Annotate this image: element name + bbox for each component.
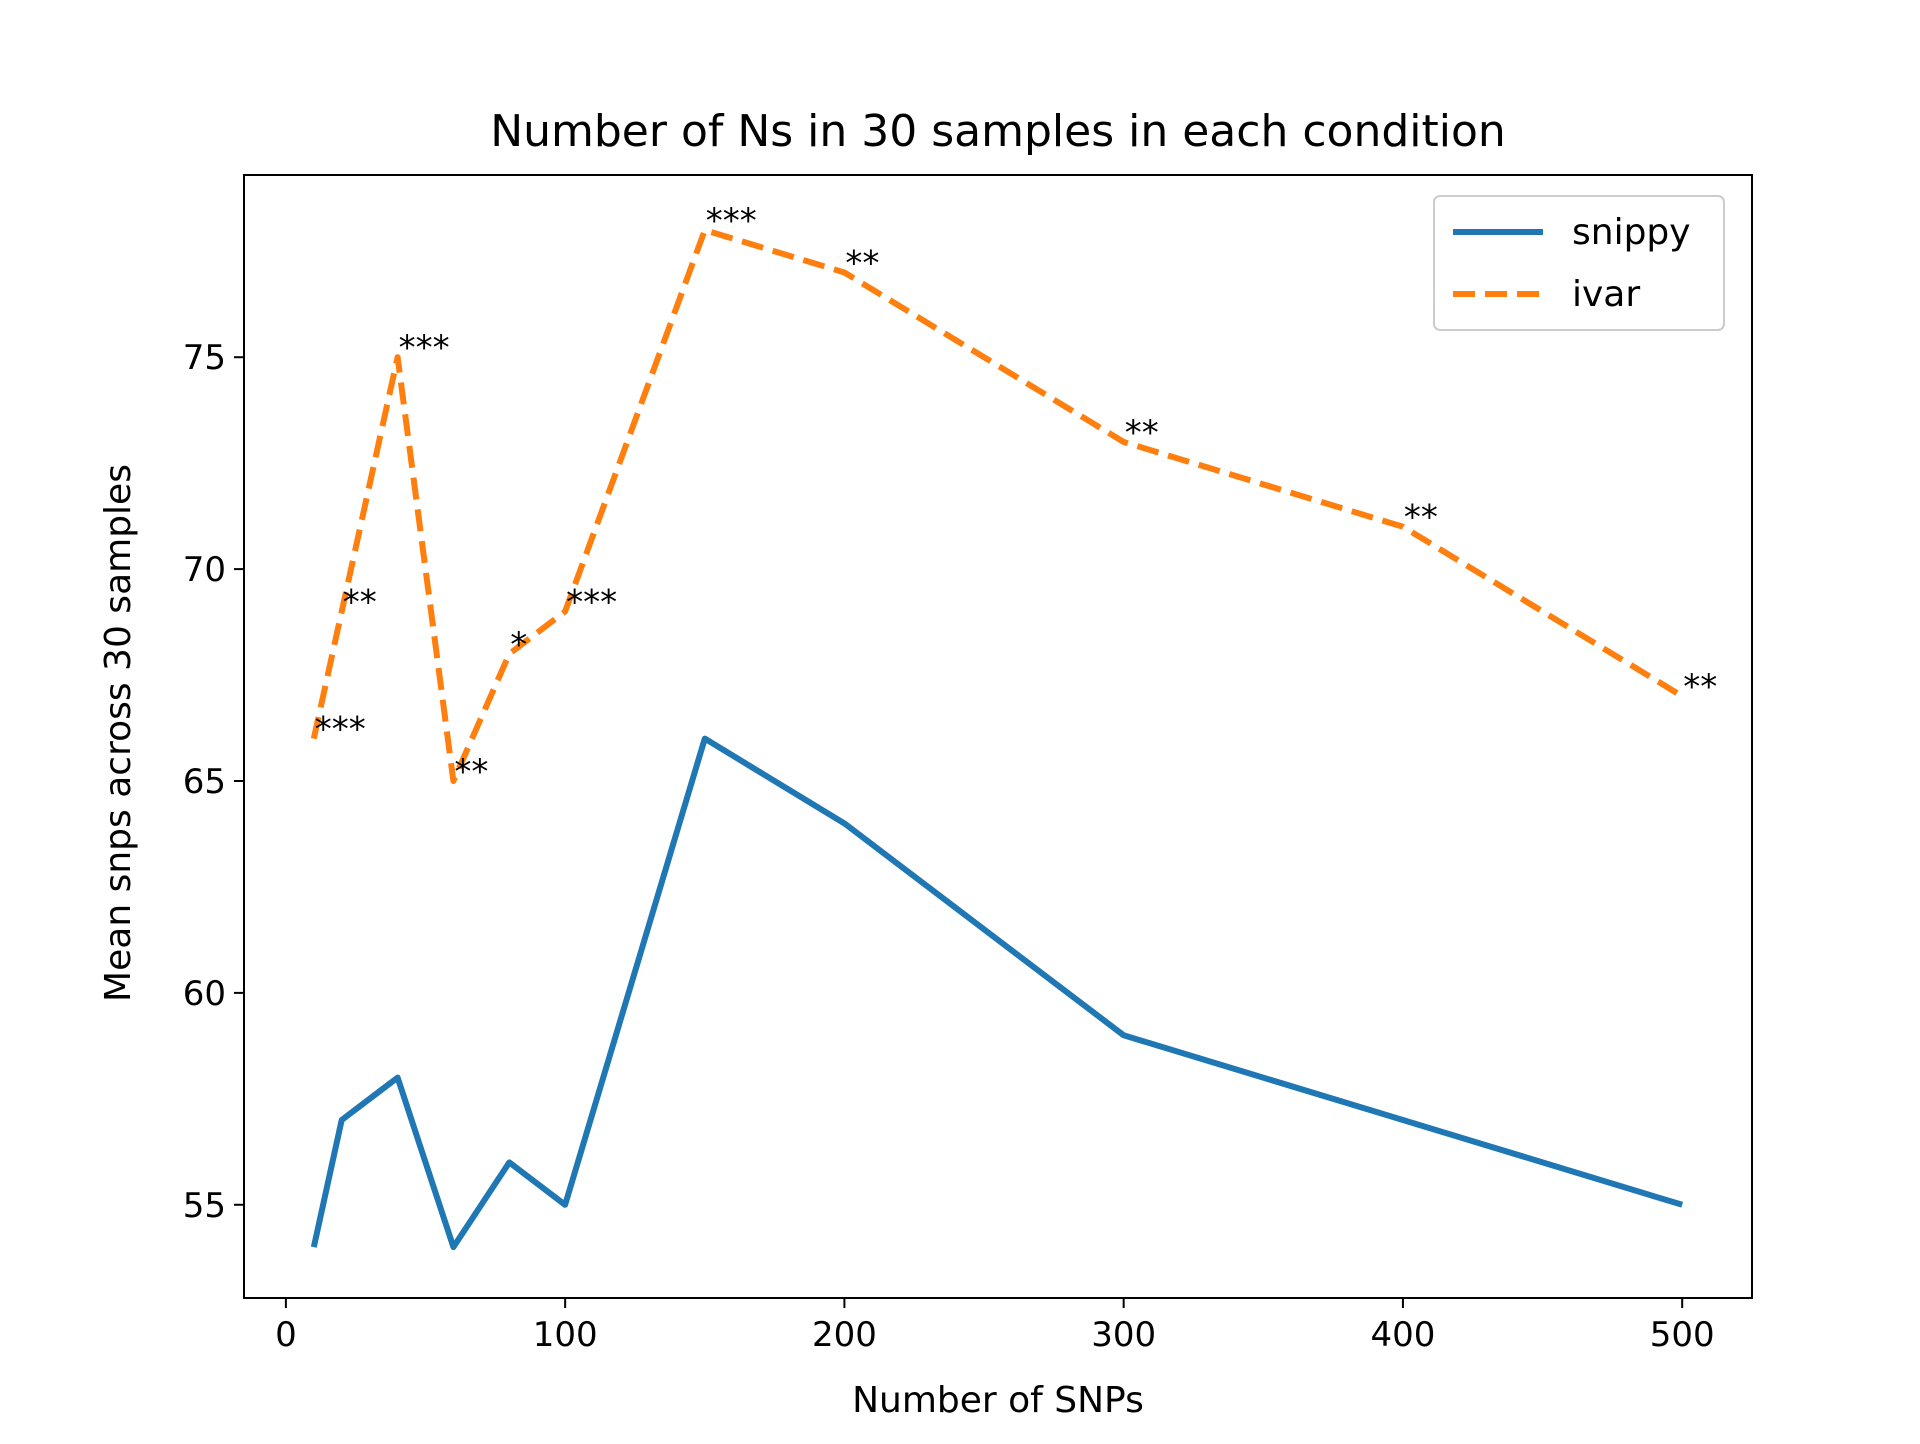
y-tick-label: 75 [183, 338, 226, 378]
y-tick-label: 70 [183, 550, 226, 590]
plot-area: *************************0 100 200 300 400 50… [183, 174, 1753, 1355]
significance-label: * [510, 625, 527, 665]
chart-title: Number of Ns in 30 samples in each condi… [490, 106, 1506, 157]
y-tick-label: 55 [183, 1186, 226, 1226]
significance-label: *** [706, 201, 757, 241]
x-tick-label: 0 [275, 1315, 297, 1355]
series-line-ivar [310, 227, 1684, 784]
significance-label: *** [566, 583, 617, 623]
series-line-snippy [310, 735, 1684, 1251]
x-tick-label: 100 [533, 1315, 598, 1355]
y-axis-label: Mean snps across 30 samples [98, 464, 139, 1002]
significance-label: *** [399, 328, 450, 368]
significance-label: ** [1404, 498, 1438, 538]
legend: snippy ivar [1433, 195, 1725, 331]
legend-label-ivar: ivar [1572, 274, 1640, 315]
y-tick-label: 60 [183, 974, 226, 1014]
y-tick-label: 65 [183, 762, 226, 802]
x-tick-label: 200 [812, 1315, 877, 1355]
significance-label: ** [1125, 413, 1159, 453]
x-tick-label: 500 [1650, 1315, 1715, 1355]
significance-label: ** [343, 583, 377, 623]
significance-label: ** [845, 244, 879, 284]
significance-label: ** [1683, 667, 1717, 707]
x-tick-label: 300 [1091, 1315, 1156, 1355]
legend-label-snippy: snippy [1572, 212, 1691, 253]
axes-frame [243, 174, 1753, 1299]
x-axis-label: Number of SNPs [852, 1380, 1144, 1421]
significance-label: ** [454, 752, 488, 792]
significance-label: *** [315, 710, 366, 750]
x-tick-label: 400 [1370, 1315, 1435, 1355]
